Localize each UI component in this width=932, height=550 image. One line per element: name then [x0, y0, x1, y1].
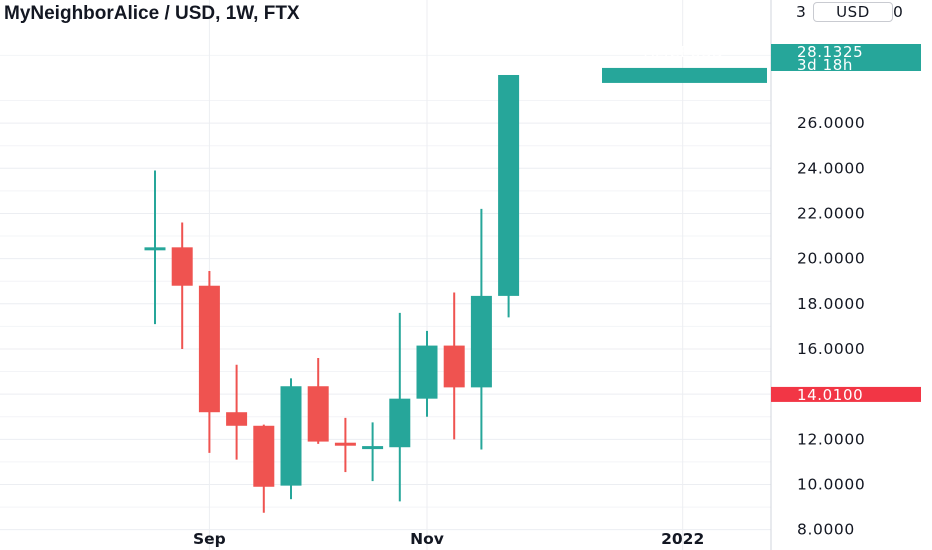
price-axis[interactable]: 8.000010.000012.000014.000016.000018.000… [797, 114, 865, 539]
price-tick-label: 10.0000 [797, 475, 865, 493]
time-tick-label: 2022 [661, 530, 704, 548]
price-tick-label: 20.0000 [797, 250, 865, 268]
candle-body-down[interactable] [334, 442, 356, 446]
price-tick-label: 18.0000 [797, 295, 865, 313]
candle-body-up[interactable] [498, 74, 520, 296]
time-tick-label: Nov [410, 530, 444, 548]
price-tick-label: 22.0000 [797, 204, 865, 222]
candle-body-down[interactable] [226, 412, 248, 426]
price-tick-label: 24.0000 [797, 159, 865, 177]
candle-body-up[interactable] [470, 295, 492, 388]
time-tick-label: Sep [193, 530, 226, 548]
marker-price-badge [771, 386, 921, 402]
symbol-badge-label: ALICEUSD [644, 43, 724, 61]
price-axis-partial-left: 3 [796, 3, 806, 21]
time-axis[interactable]: Sep Nov 2022 [193, 530, 704, 548]
candle-body-down[interactable] [171, 247, 193, 286]
candle-body-up[interactable] [416, 345, 438, 399]
price-tick-label: 26.0000 [797, 114, 865, 132]
last-price-label: 28.1325 [797, 43, 863, 61]
candle-body-down[interactable] [253, 425, 275, 487]
candle-body-down[interactable] [443, 345, 465, 388]
symbol-badge [602, 67, 767, 83]
last-price-badge [771, 44, 921, 71]
candle-body-up[interactable] [389, 398, 411, 448]
grid-layer [0, 0, 771, 550]
price-tick-label: 16.0000 [797, 340, 865, 358]
marker-price-label: 14.0100 [797, 386, 863, 404]
countdown-label: 3d 18h [797, 56, 853, 74]
candle-body-up[interactable] [280, 386, 302, 486]
price-tick-label: 8.0000 [797, 521, 855, 539]
candles-layer [144, 74, 520, 513]
candle-body-up[interactable] [144, 247, 166, 251]
price-axis-partial-right: 0 [893, 3, 903, 21]
candle-body-down[interactable] [307, 386, 329, 442]
candle-body-down[interactable] [198, 285, 220, 413]
candle-body-up[interactable] [362, 446, 384, 450]
price-tick-label: 12.0000 [797, 430, 865, 448]
chart-title: MyNeighborAlice / USD, 1W, FTX [4, 3, 300, 24]
currency-button[interactable]: USD [813, 2, 893, 22]
